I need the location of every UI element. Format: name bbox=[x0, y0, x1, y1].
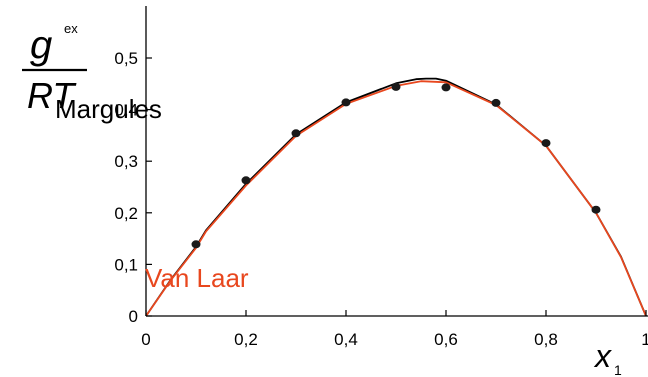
y-tick-label: 0 bbox=[129, 307, 138, 326]
x-tick-label: 0,8 bbox=[534, 330, 558, 349]
ylabel-denominator: RT bbox=[27, 75, 77, 116]
y-tick-label: 0,4 bbox=[114, 101, 138, 120]
xlabel-main: x bbox=[593, 338, 612, 374]
y-tick-label: 0,5 bbox=[114, 49, 138, 68]
xlabel-subscript: 1 bbox=[614, 362, 622, 377]
plot-points bbox=[191, 82, 601, 249]
data-point bbox=[441, 83, 451, 92]
x-tick-label: 0 bbox=[141, 330, 150, 349]
x-tick-label: 0,6 bbox=[434, 330, 458, 349]
y-tick-label: 0,2 bbox=[114, 204, 138, 223]
data-point bbox=[591, 205, 601, 214]
data-point bbox=[391, 82, 401, 91]
x-tick-label: 0,4 bbox=[334, 330, 358, 349]
data-point bbox=[241, 176, 251, 185]
data-point bbox=[491, 98, 501, 107]
y-tick-label: 0,1 bbox=[114, 255, 138, 274]
data-point bbox=[341, 98, 351, 107]
x-axis-label: x 1 bbox=[593, 338, 622, 377]
x-ticks: 0 0,2 0,4 0,6 0,8 1 bbox=[141, 310, 648, 349]
annotation-van-laar: Van Laar bbox=[145, 263, 249, 293]
y-ticks: 0 0,1 0,2 0,3 0,4 0,5 bbox=[114, 49, 152, 326]
x-tick-label: 1 bbox=[641, 330, 648, 349]
data-point bbox=[191, 240, 201, 249]
data-point bbox=[291, 129, 301, 138]
y-tick-label: 0,3 bbox=[114, 152, 138, 171]
ylabel-superscript: ex bbox=[64, 21, 78, 36]
data-point bbox=[541, 139, 551, 148]
annotation-margules: Margules bbox=[55, 94, 162, 124]
y-axis-label: g ex RT bbox=[22, 21, 87, 116]
ylabel-numerator: g bbox=[30, 23, 52, 67]
x-tick-label: 0,2 bbox=[234, 330, 258, 349]
